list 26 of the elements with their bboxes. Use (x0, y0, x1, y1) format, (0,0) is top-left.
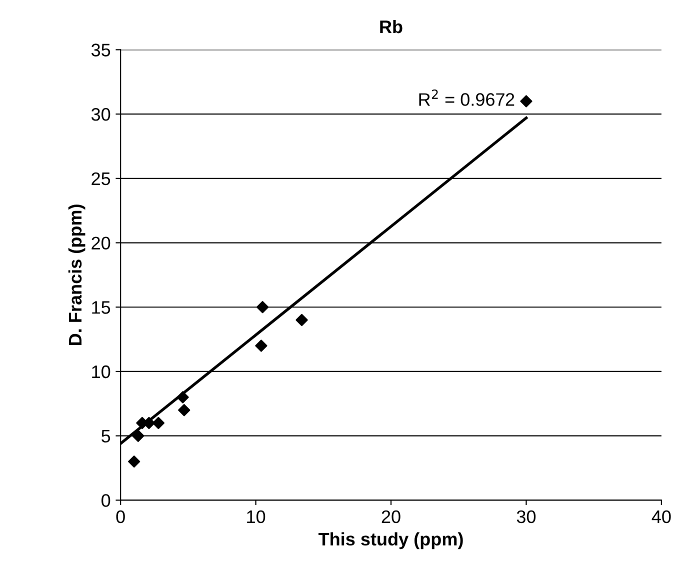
y-tick-label: 35 (91, 44, 110, 56)
x-axis-title: This study (ppm) (318, 532, 463, 550)
point (520, 95, 532, 108)
y-tick-label: 15 (92, 301, 110, 314)
point (128, 455, 140, 468)
y-tick-label: 30 (91, 108, 110, 121)
y-tick-label: 10 (92, 365, 110, 378)
point (176, 391, 189, 404)
y-tick-label: 0 (102, 494, 110, 507)
x-tick-label: 30 (516, 510, 536, 524)
point (132, 430, 144, 442)
x-tick-label: 20 (382, 510, 400, 524)
y-tick-label: 5 (102, 430, 110, 443)
y-tick-label: 20 (92, 236, 110, 250)
x-tick-label: 0 (116, 510, 125, 524)
x-tick-label: 40 (652, 510, 671, 524)
point (152, 416, 165, 430)
y-axis-title: D. Francis (ppm) (68, 204, 86, 345)
point (256, 301, 269, 314)
point (255, 340, 268, 352)
chart-title: Rb (380, 20, 402, 34)
point (178, 404, 190, 416)
point (296, 314, 308, 326)
x-tick-label: 10 (247, 510, 266, 524)
annotation: R$^{2}$ = 0.9672 (419, 89, 514, 106)
y-tick-label: 25 (92, 172, 110, 186)
